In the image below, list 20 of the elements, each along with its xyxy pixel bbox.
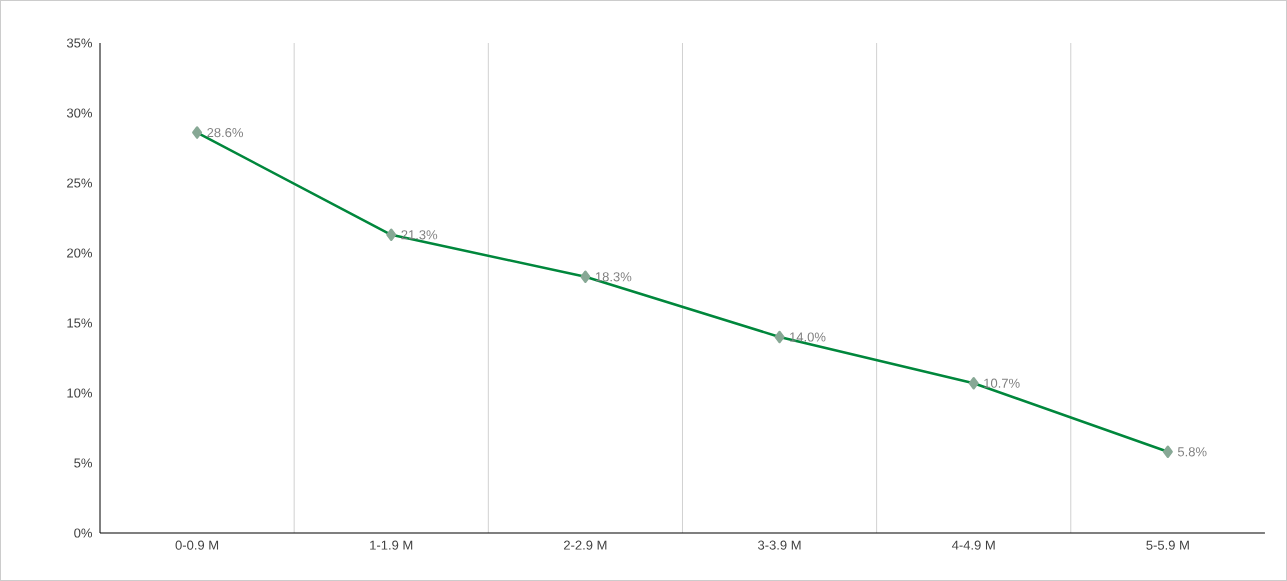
data-label: 10.7% <box>984 378 1020 388</box>
y-tick-label: 30% <box>66 108 93 118</box>
x-tick-label: 2-2.9 M <box>564 540 607 550</box>
x-tick-label: 0-0.9 M <box>175 540 219 550</box>
y-tick-label: 35% <box>66 38 93 48</box>
y-tick-label: 10% <box>67 388 93 398</box>
x-tick-label: 3-3.9 M <box>758 540 801 550</box>
y-tick-label: 5% <box>74 458 93 468</box>
x-tick-label: 5-5.9 M <box>1146 540 1189 550</box>
y-tick-label: 20% <box>67 248 93 258</box>
data-label: 18.3% <box>595 272 632 282</box>
data-label: 5.8% <box>1177 447 1207 457</box>
data-label: 28.6% <box>207 127 244 138</box>
y-tick-label: 25% <box>67 178 93 188</box>
x-tick-label: 1-1.9 M <box>370 540 413 550</box>
y-tick-label: 15% <box>67 318 93 328</box>
x-tick-label: 4-4.9 M <box>951 540 995 550</box>
data-label: 14.0% <box>790 332 826 342</box>
data-label: 21.3% <box>401 230 438 240</box>
y-tick-label: 0% <box>74 528 93 538</box>
